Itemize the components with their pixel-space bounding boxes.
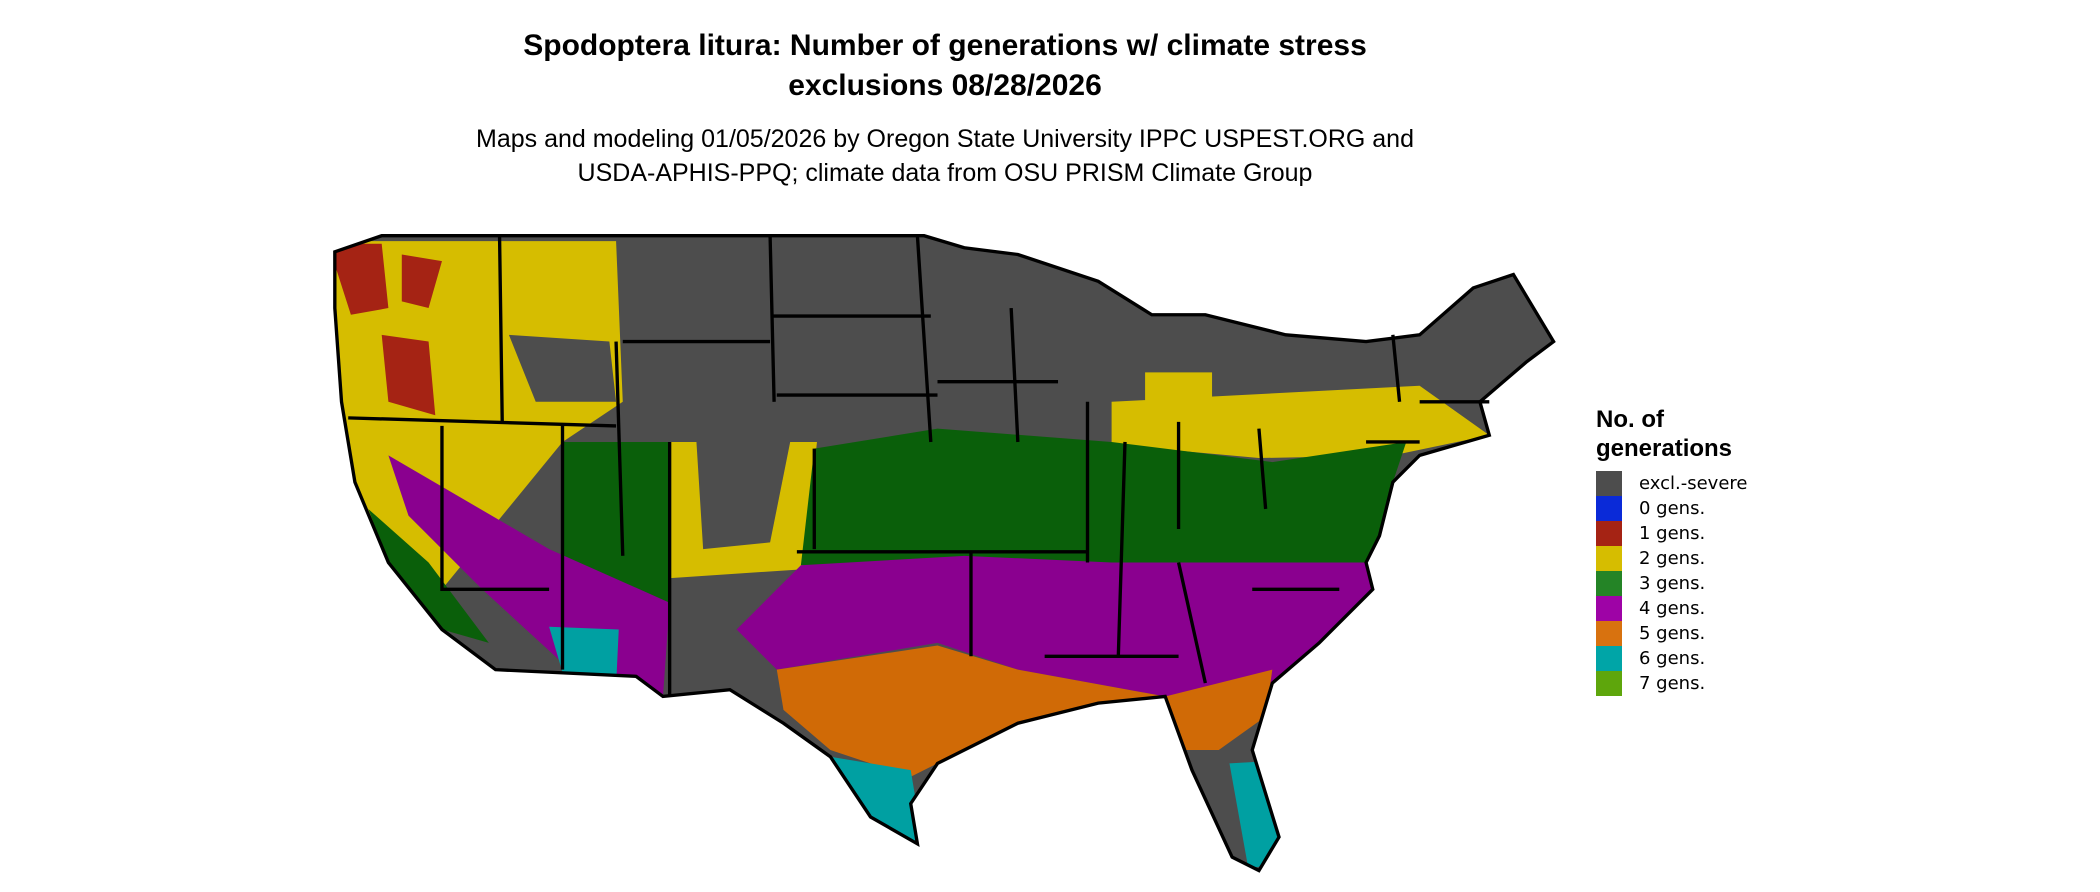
legend-item: 4 gens. — [1596, 596, 1747, 621]
legend-label: 3 gens. — [1639, 573, 1706, 594]
legend-label: 2 gens. — [1639, 548, 1706, 569]
legend-swatch — [1596, 496, 1622, 521]
zone-2-gens-northeast — [1111, 372, 1490, 459]
legend-item: 3 gens. — [1596, 571, 1747, 596]
legend-title: No. of generations — [1596, 405, 1747, 463]
legend-label: 5 gens. — [1639, 623, 1706, 644]
title-line-1: Spodoptera litura: Number of generations… — [523, 29, 1367, 62]
legend-label: 4 gens. — [1639, 598, 1706, 619]
subtitle-line-1: Maps and modeling 01/05/2026 by Oregon S… — [476, 125, 1414, 153]
legend-swatch — [1596, 671, 1622, 696]
legend-swatch — [1596, 646, 1622, 671]
legend-label: excl.-severe — [1639, 473, 1748, 494]
legend-label: 1 gens. — [1639, 523, 1706, 544]
zone-4-gens — [388, 455, 1373, 697]
zone-excl-severe-id — [508, 334, 617, 402]
legend-swatch — [1596, 621, 1622, 646]
legend-swatch — [1596, 471, 1622, 496]
legend-swatch — [1596, 521, 1622, 546]
zone-excl-severe-co — [696, 441, 791, 550]
legend: No. of generations excl.-severe 0 gens. 1 … — [1596, 405, 1747, 696]
legend-item: excl.-severe — [1596, 471, 1747, 496]
zone-5-gens — [776, 645, 1273, 777]
title-line-2: exclusions 08/28/2026 — [788, 69, 1102, 102]
state-borders — [333, 234, 1556, 873]
subtitle-line-2: USDA-APHIS-PPQ; climate data from OSU PR… — [577, 159, 1313, 187]
legend-item: 6 gens. — [1596, 646, 1747, 671]
legend-label: 0 gens. — [1639, 498, 1706, 519]
zone-2-gens-west — [334, 241, 623, 590]
legend-title-line-1: No. of — [1596, 406, 1664, 433]
legend-swatch — [1596, 546, 1622, 571]
legend-label: 6 gens. — [1639, 648, 1706, 669]
legend-swatch — [1596, 571, 1622, 596]
legend-label: 7 gens. — [1639, 673, 1706, 694]
legend-item: 5 gens. — [1596, 621, 1747, 646]
legend-item: 0 gens. — [1596, 496, 1747, 521]
map-title: Spodoptera litura: Number of generations… — [0, 26, 1890, 106]
legend-swatch — [1596, 596, 1622, 621]
legend-item: 7 gens. — [1596, 671, 1747, 696]
legend-title-line-2: generations — [1596, 435, 1733, 462]
map-subtitle: Maps and modeling 01/05/2026 by Oregon S… — [0, 122, 1890, 190]
legend-item: 2 gens. — [1596, 546, 1747, 571]
zone-1-gens — [334, 243, 442, 416]
legend-items: excl.-severe 0 gens. 1 gens. 2 gens. 3 gens.… — [1596, 471, 1747, 696]
legend-item: 1 gens. — [1596, 521, 1747, 546]
